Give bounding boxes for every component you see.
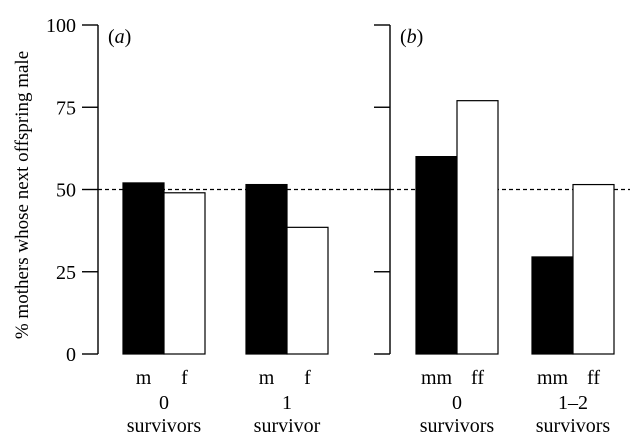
- y-tick-label: 75: [56, 97, 76, 119]
- y-tick-label: 0: [66, 344, 76, 366]
- bar-label: mm: [537, 367, 569, 389]
- group-label: survivor: [254, 415, 321, 437]
- bar-b-0-mm: [415, 156, 458, 355]
- y-tick-label: 25: [56, 262, 76, 284]
- group-label: survivors: [420, 415, 495, 437]
- bar-b-1-ff: [572, 183, 615, 355]
- panel-label-letter: a: [115, 26, 125, 48]
- bar-label: ff: [587, 367, 600, 389]
- panel-label-letter: b: [407, 26, 417, 48]
- bar-a-1-f: [286, 226, 329, 355]
- panel-label: (b): [400, 26, 423, 48]
- panel-label: (a): [108, 26, 131, 48]
- group-label: survivors: [127, 415, 202, 437]
- bar-b-0-ff: [456, 100, 499, 355]
- bar-label: f: [304, 367, 311, 389]
- y-tick-label: 50: [56, 180, 76, 202]
- bar-b-1-mm: [531, 256, 574, 355]
- group-label: 0: [452, 392, 462, 414]
- bar-a-0-m: [122, 182, 165, 355]
- group-label: 0: [159, 392, 169, 414]
- bar-label: m: [136, 367, 152, 389]
- y-tick-label: 100: [46, 15, 76, 37]
- bar-label: m: [259, 367, 275, 389]
- group-label: survivors: [536, 415, 611, 437]
- bar-label: mm: [421, 367, 453, 389]
- bar-a-1-m: [245, 183, 288, 355]
- group-label: 1–2: [558, 392, 588, 414]
- bar-label: f: [181, 367, 188, 389]
- group-label: 1: [282, 392, 292, 414]
- y-axis-label: % mothers whose next offspring male: [12, 51, 33, 339]
- bar-label: ff: [471, 367, 484, 389]
- bar-a-0-f: [163, 192, 206, 355]
